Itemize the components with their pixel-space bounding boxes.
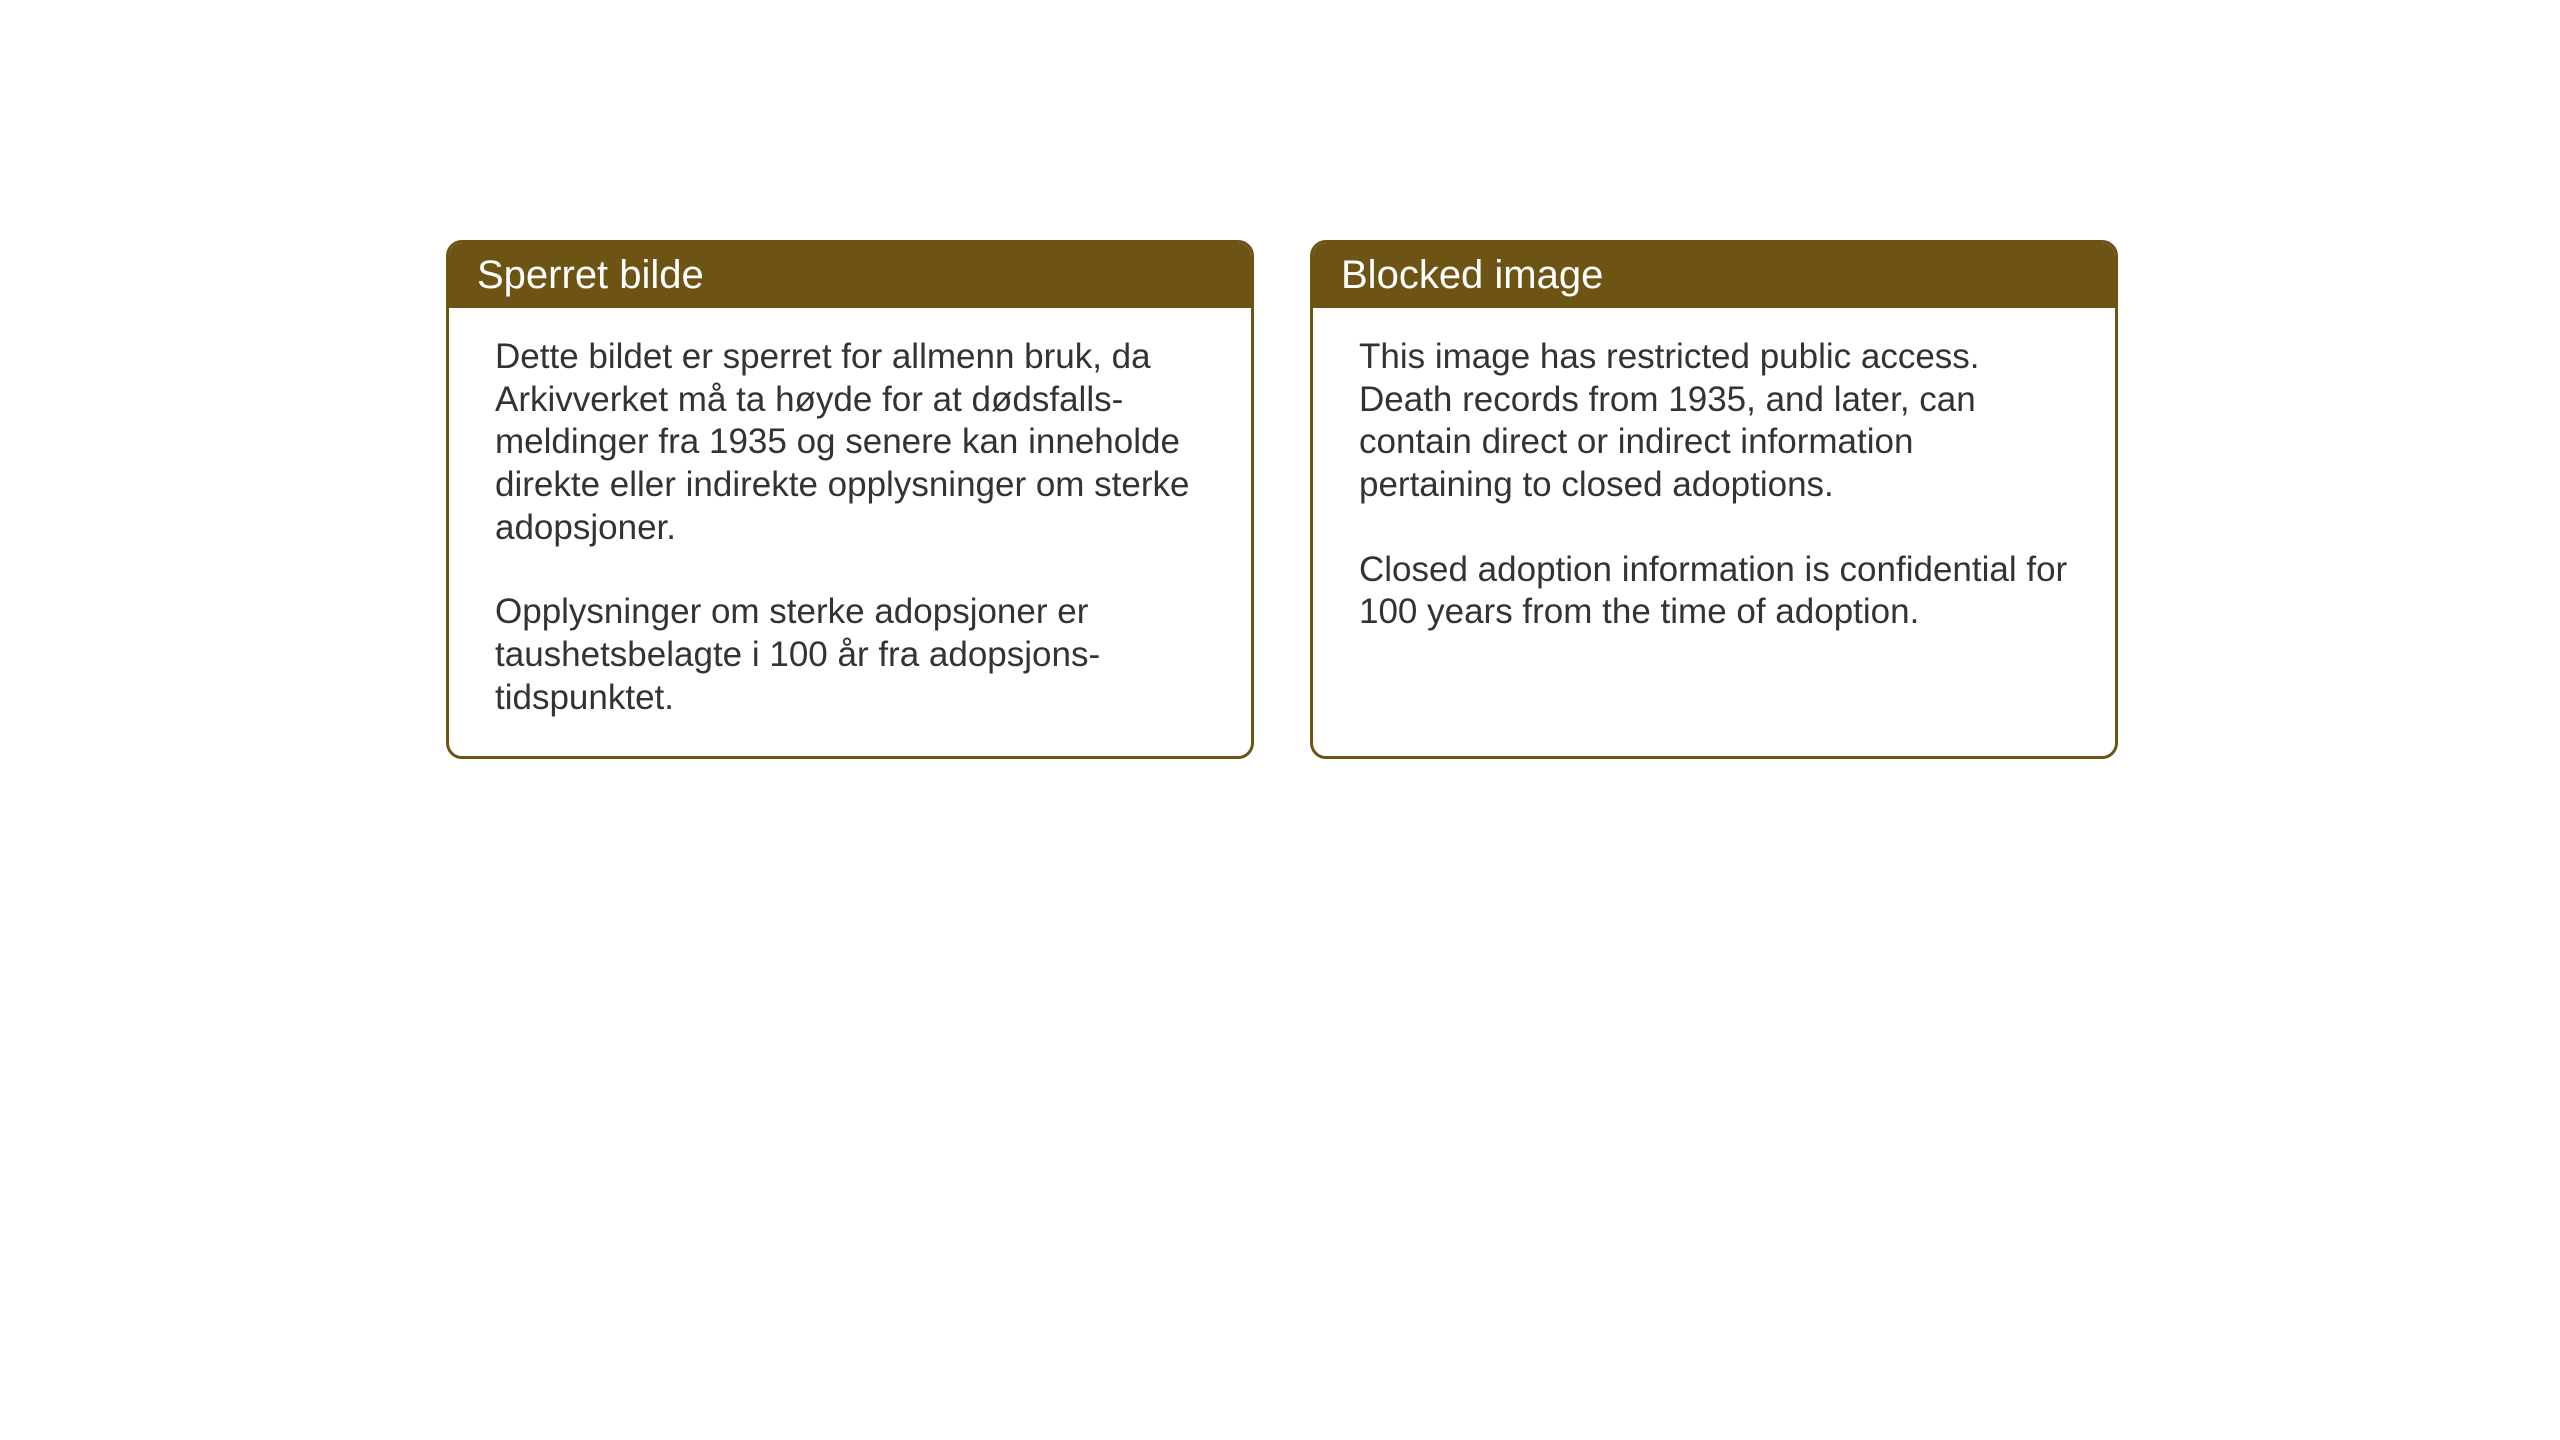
card-paragraph: This image has restricted public access.… xyxy=(1359,336,2069,507)
card-paragraph: Closed adoption information is confident… xyxy=(1359,549,2069,634)
card-body-norwegian: Dette bildet er sperret for allmenn bruk… xyxy=(449,308,1251,756)
card-paragraph: Dette bildet er sperret for allmenn bruk… xyxy=(495,336,1205,549)
notice-card-norwegian: Sperret bilde Dette bildet er sperret fo… xyxy=(446,240,1254,759)
notice-container: Sperret bilde Dette bildet er sperret fo… xyxy=(446,240,2118,759)
card-header-english: Blocked image xyxy=(1313,243,2115,308)
card-title-english: Blocked image xyxy=(1341,253,1603,297)
card-paragraph: Opplysninger om sterke adopsjoner er tau… xyxy=(495,591,1205,719)
card-title-norwegian: Sperret bilde xyxy=(477,253,704,297)
card-header-norwegian: Sperret bilde xyxy=(449,243,1251,308)
card-body-english: This image has restricted public access.… xyxy=(1313,308,2115,746)
notice-card-english: Blocked image This image has restricted … xyxy=(1310,240,2118,759)
